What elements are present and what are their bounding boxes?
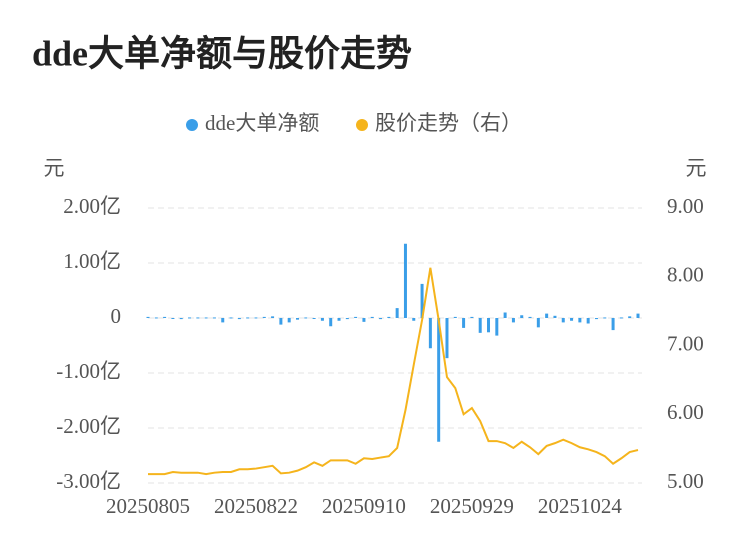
bar <box>586 318 590 324</box>
y-axis-label: 元 <box>44 156 65 180</box>
y-tick-label: -1.00亿 <box>56 359 121 383</box>
bar <box>470 316 474 318</box>
bar <box>171 318 175 319</box>
x-tick-label: 20250805 <box>106 494 190 518</box>
y2-tick-label: 8.00 <box>667 263 704 287</box>
bar <box>204 317 208 319</box>
bar <box>528 316 532 318</box>
bar <box>536 318 540 328</box>
bar <box>462 318 466 328</box>
bar <box>636 313 640 318</box>
bar <box>163 316 167 318</box>
bar <box>345 318 349 320</box>
bar <box>453 316 457 318</box>
bar <box>212 317 216 319</box>
bar <box>354 316 358 318</box>
bar <box>420 283 424 318</box>
bar <box>337 318 341 321</box>
bar <box>146 316 150 318</box>
bar <box>503 312 507 318</box>
y-tick-label: 2.00亿 <box>63 194 121 218</box>
bar <box>553 315 557 318</box>
x-tick-label: 20250910 <box>322 494 406 518</box>
bar <box>370 316 374 318</box>
y-tick-label: 1.00亿 <box>63 249 121 273</box>
x-tick-label: 20250822 <box>214 494 298 518</box>
bar <box>403 243 407 318</box>
bar <box>570 318 574 321</box>
bar <box>154 317 158 319</box>
legend-marker <box>186 119 198 131</box>
bar <box>478 318 482 333</box>
legend-marker <box>356 119 368 131</box>
y2-axis-label: 元 <box>686 156 707 180</box>
bar <box>437 318 441 442</box>
bar <box>279 318 283 325</box>
y2-tick-label: 7.00 <box>667 331 704 355</box>
bar <box>295 318 299 320</box>
bar <box>221 318 225 323</box>
bar <box>312 318 316 319</box>
bar <box>628 316 632 318</box>
bar <box>611 318 615 331</box>
bar <box>511 318 515 323</box>
bar <box>237 318 241 320</box>
bar <box>329 318 333 327</box>
bar <box>287 318 291 323</box>
bar <box>445 318 449 359</box>
bar <box>379 318 383 320</box>
bar <box>428 318 432 349</box>
y2-tick-label: 9.00 <box>667 194 704 218</box>
bar <box>578 318 582 323</box>
bar <box>304 317 308 319</box>
bar <box>561 318 565 323</box>
y2-tick-label: 5.00 <box>667 469 704 493</box>
bar <box>188 317 192 319</box>
bar <box>271 316 275 318</box>
chart-title: dde大单净额与股价走势 <box>32 33 412 73</box>
bar <box>603 317 607 319</box>
y-tick-label: 0 <box>111 304 122 328</box>
price-line <box>148 267 639 476</box>
bar <box>320 318 324 321</box>
bar <box>387 316 391 318</box>
y-tick-label: -2.00亿 <box>56 414 121 438</box>
legend-label: 股价走势（右） <box>375 111 522 135</box>
bar <box>487 318 491 333</box>
bar <box>395 308 399 318</box>
bar <box>196 317 200 319</box>
bar <box>229 317 233 319</box>
bar <box>545 313 549 318</box>
legend-label: dde大单净额 <box>205 111 319 135</box>
bar <box>179 318 183 320</box>
x-tick-label: 20251024 <box>538 494 623 518</box>
bar <box>594 318 598 320</box>
bar <box>246 317 250 319</box>
bar <box>495 318 499 336</box>
bar <box>619 317 623 319</box>
bar <box>412 318 416 321</box>
bar <box>262 316 266 318</box>
y2-tick-label: 6.00 <box>667 400 704 424</box>
bar <box>520 315 524 318</box>
bar <box>254 317 258 319</box>
x-tick-label: 20250929 <box>430 494 514 518</box>
y-tick-label: -3.00亿 <box>56 469 121 493</box>
bar <box>362 318 366 322</box>
